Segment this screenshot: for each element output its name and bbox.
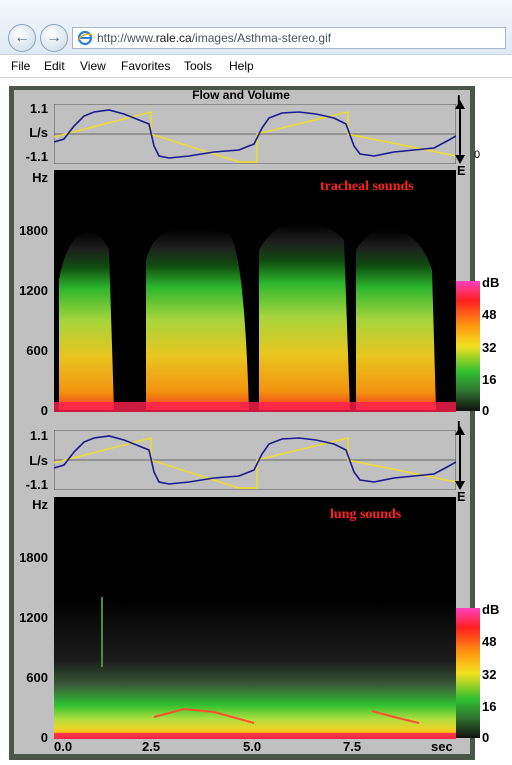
lung-ytick-1200: 1200 — [19, 610, 48, 625]
tracheal-spectrogram — [54, 170, 456, 412]
colorbar-tick-0-lower: 0 — [482, 730, 490, 745]
url-domain: rale.ca — [155, 31, 192, 45]
flow-tick-top: 1.1 — [29, 101, 48, 116]
flow-right-tick: 0 — [474, 149, 481, 161]
colorbar-tick-0-upper: 0 — [482, 403, 490, 418]
menu-view[interactable]: View — [80, 59, 106, 73]
direction-arrow-upper — [459, 106, 461, 158]
ie-page-icon — [77, 30, 93, 46]
expiration-label-lower: E — [457, 489, 466, 504]
flow-unit: L/s — [29, 125, 48, 140]
browser-toolbar: ← → http://www.rale.ca/images/Asthma-ste… — [0, 0, 512, 55]
colorbar-tick-16-upper: 16 — [482, 372, 497, 387]
flow-volume-plot-lower — [54, 430, 456, 490]
arrow-heads-lower-icon — [455, 426, 465, 490]
forward-arrow-icon[interactable]: → — [40, 24, 68, 52]
xtick-2-5: 2.5 — [142, 739, 161, 754]
inspiration-label-lower: I — [457, 418, 461, 433]
colorbar-upper — [456, 281, 480, 411]
colorbar-tick-32-upper: 32 — [482, 340, 497, 355]
flow-tick-bottom-lower: -1.1 — [25, 477, 48, 492]
xtick-5: 5.0 — [243, 739, 262, 754]
xtick-0: 0.0 — [54, 739, 73, 754]
arrow-heads-upper-icon — [455, 100, 465, 164]
lung-ytick-600: 600 — [26, 670, 48, 685]
colorbar-unit-upper: dB — [482, 275, 500, 290]
xtick-7-5: 7.5 — [343, 739, 362, 754]
lung-sounds-label: lung sounds — [330, 507, 402, 522]
inspiration-label-upper: I — [457, 92, 461, 107]
lung-spectrogram — [54, 497, 456, 739]
url-path: /images/Asthma-stereo.gif — [191, 31, 332, 45]
address-url: http://www.rale.ca/images/Asthma-stereo.… — [97, 31, 331, 45]
colorbar-tick-48-lower: 48 — [482, 634, 497, 649]
flow-unit-lower: L/s — [29, 453, 48, 468]
tracheal-ytick-600: 600 — [26, 343, 48, 358]
figure-title: Flow and Volume — [192, 88, 290, 102]
lung-unit: Hz — [32, 497, 48, 512]
tracheal-ytick-1800: 1800 — [19, 223, 48, 238]
menu-file[interactable]: File — [11, 59, 31, 73]
menu-help[interactable]: Help — [229, 59, 254, 73]
colorbar-tick-16-lower: 16 — [482, 699, 497, 714]
xaxis-unit: sec — [431, 739, 453, 754]
lung-ytick-1800: 1800 — [19, 550, 48, 565]
url-prefix: http://www. — [97, 31, 156, 45]
tracheal-ytick-0: 0 — [40, 403, 48, 418]
colorbar-lower — [456, 608, 480, 738]
menu-edit[interactable]: Edit — [44, 59, 65, 73]
colorbar-unit-lower: dB — [482, 602, 500, 617]
menu-favorites[interactable]: Favorites — [121, 59, 171, 73]
expiration-label-upper: E — [457, 163, 466, 178]
lung-ytick-0: 0 — [40, 730, 48, 745]
menu-tools[interactable]: Tools — [184, 59, 213, 73]
colorbar-tick-32-lower: 32 — [482, 667, 497, 682]
direction-arrow-lower — [459, 432, 461, 484]
flow-tick-top-lower: 1.1 — [29, 428, 48, 443]
back-arrow-icon[interactable]: ← — [8, 24, 36, 52]
flow-tick-bottom: -1.1 — [25, 149, 48, 164]
tracheal-ytick-1200: 1200 — [19, 283, 48, 298]
tracheal-sounds-label: tracheal sounds — [320, 179, 414, 194]
colorbar-tick-48-upper: 48 — [482, 307, 497, 322]
address-bar[interactable]: http://www.rale.ca/images/Asthma-stereo.… — [72, 27, 506, 49]
flow-volume-plot-upper — [54, 104, 456, 164]
menu-bar: File Edit View Favorites Tools Help — [0, 55, 512, 78]
tracheal-unit: Hz — [32, 170, 48, 185]
